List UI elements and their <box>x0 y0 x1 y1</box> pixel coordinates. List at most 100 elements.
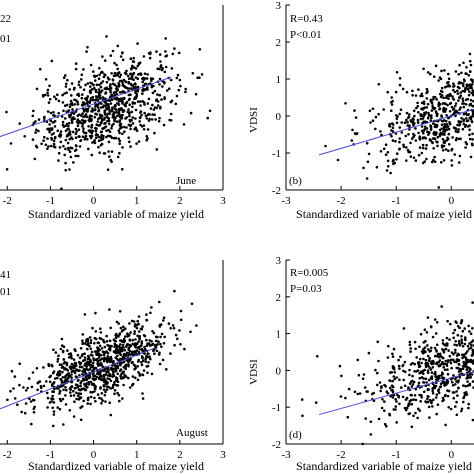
scatter-point <box>93 377 96 381</box>
scatter-point <box>378 381 382 384</box>
scatter-point <box>434 96 437 99</box>
scatter-point <box>77 135 80 138</box>
scatter-point <box>146 73 149 76</box>
scatter-point <box>439 354 442 358</box>
scatter-point <box>164 37 167 40</box>
scatter-point <box>391 352 394 356</box>
scatter-point <box>157 340 160 344</box>
scatter-point <box>89 402 92 406</box>
scatter-point <box>37 118 41 121</box>
scatter-point <box>454 130 458 133</box>
scatter-point <box>470 343 473 347</box>
scatter-point <box>108 130 112 134</box>
scatter-point <box>418 393 421 397</box>
scatter-point <box>100 117 104 121</box>
scatter-point <box>148 117 151 121</box>
scatter-point <box>80 96 84 100</box>
scatter-point <box>64 85 68 88</box>
scatter-point <box>84 83 87 87</box>
scatter-point <box>468 330 471 333</box>
scatter-point <box>433 346 437 350</box>
scatter-point <box>431 405 434 408</box>
scatter-point <box>446 389 449 392</box>
scatter-point <box>121 397 124 400</box>
scatter-point <box>459 367 463 371</box>
scatter-point <box>148 355 151 359</box>
scatter-point <box>52 139 56 143</box>
scatter-point <box>51 394 54 398</box>
scatter-point <box>54 135 57 139</box>
scatter-point <box>68 137 71 141</box>
scatter-point <box>457 161 461 164</box>
scatter-point <box>117 322 120 325</box>
scatter-point <box>74 154 77 158</box>
scatter-point <box>455 400 458 404</box>
scatter-point <box>34 131 37 134</box>
scatter-point <box>101 55 104 58</box>
scatter-point <box>75 391 78 395</box>
scatter-point <box>117 129 121 132</box>
scatter-point <box>91 391 94 394</box>
scatter-point <box>422 102 426 105</box>
scatter-point <box>159 342 162 346</box>
scatter-point <box>145 135 149 138</box>
scatter-point <box>45 120 49 124</box>
scatter-point <box>408 113 411 116</box>
scatter-point <box>87 119 91 122</box>
scatter-point <box>77 92 80 96</box>
scatter-point <box>105 340 109 343</box>
scatter-point <box>99 138 103 142</box>
scatter-point <box>460 341 464 345</box>
scatter-point <box>446 381 449 385</box>
scatter-point <box>50 397 53 400</box>
scatter-point <box>467 347 471 351</box>
scatter-point <box>424 365 428 369</box>
panel-a-x-label: Standardized variable of maize yield <box>28 207 204 221</box>
scatter-point <box>141 392 144 395</box>
scatter-point <box>447 143 451 146</box>
scatter-point <box>86 385 89 389</box>
scatter-point <box>108 112 111 116</box>
scatter-point <box>38 380 42 383</box>
scatter-point <box>403 121 407 124</box>
scatter-point <box>91 326 94 330</box>
scatter-point <box>433 160 437 163</box>
scatter-point <box>461 345 465 348</box>
scatter-point <box>46 396 50 400</box>
scatter-point <box>18 362 22 366</box>
scatter-point <box>418 146 422 149</box>
scatter-point <box>130 75 134 79</box>
scatter-point <box>466 366 470 369</box>
scatter-point <box>72 394 76 397</box>
scatter-point <box>126 332 129 336</box>
scatter-point <box>116 67 119 71</box>
scatter-point <box>68 150 72 153</box>
panel-d-x-ticks: -3 -2 -1 0 <box>281 440 455 461</box>
panel-a: -2 -1 0 1 2 3 22 01 June Standardized variabl… <box>0 5 226 221</box>
scatter-point <box>61 397 65 401</box>
scatter-point <box>435 412 439 416</box>
x-tick-label: -1 <box>392 449 401 461</box>
scatter-point <box>194 92 198 96</box>
scatter-point <box>457 362 461 366</box>
scatter-point <box>131 64 134 68</box>
scatter-point <box>122 360 126 364</box>
scatter-point <box>97 106 100 109</box>
scatter-point <box>67 109 71 112</box>
scatter-point <box>52 142 56 146</box>
scatter-point <box>120 116 124 119</box>
scatter-point <box>153 89 157 93</box>
scatter-point <box>87 383 91 386</box>
scatter-point <box>465 117 468 120</box>
scatter-point <box>391 139 395 142</box>
scatter-point <box>96 133 100 137</box>
scatter-point <box>148 52 152 56</box>
scatter-point <box>136 100 140 103</box>
scatter-point <box>155 148 159 151</box>
scatter-point <box>88 336 92 339</box>
scatter-point <box>71 108 74 111</box>
scatter-point <box>382 147 386 151</box>
scatter-point <box>62 362 66 365</box>
panel-a-x-ticks: -2 -1 0 1 2 3 <box>3 186 226 207</box>
scatter-point <box>111 49 115 53</box>
